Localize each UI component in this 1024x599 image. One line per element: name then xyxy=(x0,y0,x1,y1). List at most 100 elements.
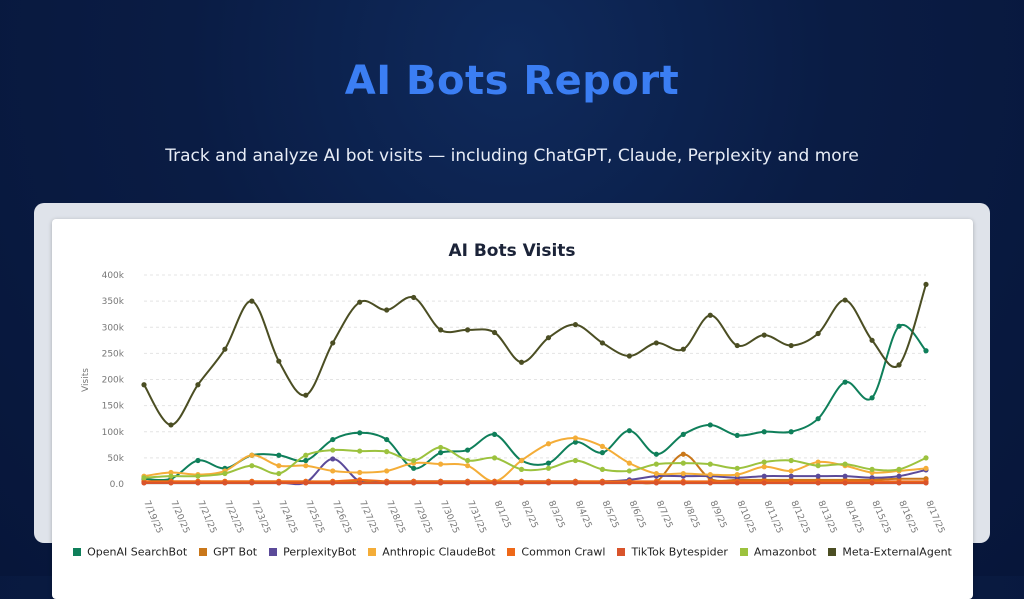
data-point-amazonbot xyxy=(626,468,632,474)
data-point-openai-searchbot xyxy=(572,439,579,445)
legend-label: PerplexityBot xyxy=(283,545,357,559)
legend-item-tiktok-bytespider[interactable]: TikTok Bytespider xyxy=(617,545,728,559)
data-point-meta-externalagent xyxy=(788,342,794,349)
legend-item-gpt-bot[interactable]: GPT Bot xyxy=(199,545,257,559)
legend-label: Amazonbot xyxy=(753,545,817,559)
x-tick-label: 8/2/25 xyxy=(519,499,540,530)
data-point-perplexitybot xyxy=(761,473,767,479)
x-tick-label: 8/15/25 xyxy=(869,499,892,535)
data-point-tiktok-bytespider xyxy=(599,480,606,486)
legend-item-common-crawl[interactable]: Common Crawl xyxy=(507,545,605,559)
data-point-anthropic-claudebot xyxy=(464,463,471,469)
data-point-openai-searchbot xyxy=(491,431,498,437)
x-tick-label: 7/23/25 xyxy=(249,499,272,535)
data-point-tiktok-bytespider xyxy=(222,480,228,486)
data-point-amazonbot xyxy=(896,466,902,472)
data-point-tiktok-bytespider xyxy=(411,480,417,486)
data-point-tiktok-bytespider xyxy=(572,480,579,486)
data-point-amazonbot xyxy=(653,461,659,467)
x-tick-label: 8/17/25 xyxy=(923,499,946,535)
data-point-tiktok-bytespider xyxy=(761,480,767,486)
data-point-amazonbot xyxy=(141,475,147,481)
data-point-meta-externalagent xyxy=(734,342,740,349)
data-point-perplexitybot xyxy=(815,473,821,479)
x-tick-label: 8/16/25 xyxy=(896,499,919,535)
data-point-tiktok-bytespider xyxy=(276,480,282,486)
legend-item-meta-externalagent[interactable]: Meta-ExternalAgent xyxy=(828,545,952,559)
data-point-perplexitybot xyxy=(788,473,794,479)
x-tick-label: 7/19/25 xyxy=(141,499,164,535)
data-point-meta-externalagent xyxy=(249,298,255,304)
data-point-meta-externalagent xyxy=(680,346,686,352)
data-point-meta-externalagent xyxy=(707,312,713,318)
data-point-tiktok-bytespider xyxy=(734,480,740,486)
x-tick-label: 7/27/25 xyxy=(357,499,380,535)
x-axis: 7/19/25 7/20/25 7/21/25 7/22/25 7/23/25 7/24/… xyxy=(141,499,946,535)
chart-title: AI Bots Visits xyxy=(448,241,575,261)
chart-card: AI Bots Visits 0.0 50k 100k 150k 200k 250k 300… xyxy=(52,219,973,599)
data-point-anthropic-claudebot xyxy=(545,441,552,447)
data-point-meta-externalagent xyxy=(761,332,767,338)
legend-item-openai-searchbot[interactable]: OpenAI SearchBot xyxy=(73,545,187,559)
legend-swatch xyxy=(199,548,208,556)
data-point-anthropic-claudebot xyxy=(626,460,632,466)
data-point-anthropic-claudebot xyxy=(788,468,794,474)
legend-item-amazonbot[interactable]: Amazonbot xyxy=(739,545,817,559)
data-point-tiktok-bytespider xyxy=(249,480,255,486)
data-point-meta-externalagent xyxy=(411,294,417,301)
data-point-anthropic-claudebot xyxy=(761,464,767,470)
data-point-anthropic-claudebot xyxy=(923,465,929,471)
data-point-meta-externalagent xyxy=(545,335,552,341)
data-point-openai-searchbot xyxy=(761,429,767,435)
x-tick-label: 8/1/25 xyxy=(492,499,513,530)
data-point-anthropic-claudebot xyxy=(680,470,686,477)
data-point-meta-externalagent xyxy=(491,329,498,336)
data-point-tiktok-bytespider xyxy=(869,480,875,486)
data-point-tiktok-bytespider xyxy=(330,480,336,486)
data-point-meta-externalagent xyxy=(357,299,363,305)
x-tick-label: 8/4/25 xyxy=(573,499,594,530)
y-tick-label: 250k xyxy=(102,349,125,359)
data-point-meta-externalagent xyxy=(222,346,228,352)
x-tick-label: 8/5/25 xyxy=(600,499,621,530)
legend-label: GPT Bot xyxy=(213,545,258,559)
y-tick-label: 350k xyxy=(102,297,125,307)
legend-item-anthropic-claudebot[interactable]: Anthropic ClaudeBot xyxy=(368,545,495,559)
data-point-amazonbot xyxy=(357,448,363,454)
legend-label: OpenAI SearchBot xyxy=(87,545,188,559)
data-point-perplexitybot xyxy=(896,473,902,479)
data-point-amazonbot xyxy=(815,463,821,469)
data-point-meta-externalagent xyxy=(815,330,821,337)
data-point-anthropic-claudebot xyxy=(249,452,255,458)
data-point-amazonbot xyxy=(869,466,875,472)
x-tick-label: 8/3/25 xyxy=(546,499,567,530)
data-point-meta-externalagent xyxy=(438,327,444,333)
data-point-meta-externalagent xyxy=(896,362,902,368)
data-point-tiktok-bytespider xyxy=(357,480,363,486)
data-point-amazonbot xyxy=(384,449,390,455)
data-point-amazonbot xyxy=(599,466,606,472)
y-axis-label: Visits xyxy=(81,368,91,392)
y-tick-label: 0.0 xyxy=(110,480,125,490)
x-tick-label: 7/22/25 xyxy=(222,499,245,535)
data-point-openai-searchbot xyxy=(626,428,632,434)
series-lines xyxy=(143,284,927,486)
y-tick-label: 50k xyxy=(107,454,124,464)
data-point-tiktok-bytespider xyxy=(545,480,552,486)
data-point-amazonbot xyxy=(438,444,444,451)
data-point-amazonbot xyxy=(330,447,336,453)
data-point-tiktok-bytespider xyxy=(303,480,309,486)
data-point-openai-searchbot xyxy=(842,379,848,385)
data-point-tiktok-bytespider xyxy=(438,480,444,486)
chart-legend: OpenAI SearchBot GPT Bot PerplexityBot Anth… xyxy=(52,545,973,559)
legend-item-perplexitybot[interactable]: PerplexityBot xyxy=(269,545,356,559)
data-point-meta-externalagent xyxy=(195,382,201,388)
x-tick-label: 8/9/25 xyxy=(708,499,729,530)
data-point-openai-searchbot xyxy=(195,457,201,464)
y-tick-label: 400k xyxy=(102,271,125,281)
data-point-meta-externalagent xyxy=(384,307,390,313)
data-point-amazonbot xyxy=(249,463,255,469)
data-point-meta-externalagent xyxy=(842,297,848,303)
data-point-openai-searchbot xyxy=(923,348,929,354)
data-point-tiktok-bytespider xyxy=(680,480,686,486)
